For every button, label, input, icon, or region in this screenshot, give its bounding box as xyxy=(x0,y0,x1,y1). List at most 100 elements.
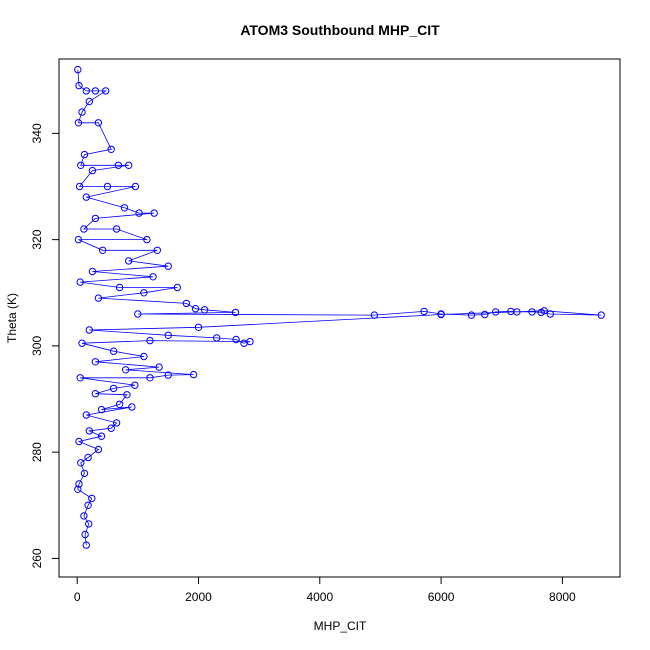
data-point xyxy=(546,310,554,318)
data-point xyxy=(597,311,605,319)
data-point xyxy=(150,209,158,217)
data-point xyxy=(85,427,94,435)
data-point xyxy=(467,311,476,319)
data-point xyxy=(91,214,100,223)
y-tick-label: 260 xyxy=(30,548,44,568)
data-point xyxy=(107,424,115,432)
data-point xyxy=(76,278,84,286)
data-point xyxy=(91,358,100,366)
data-point xyxy=(84,501,92,509)
data-point xyxy=(125,257,133,265)
data-point xyxy=(85,97,94,106)
data-point xyxy=(82,411,91,419)
data-point xyxy=(420,307,428,316)
data-point xyxy=(135,209,143,217)
data-point xyxy=(112,419,121,427)
data-point xyxy=(88,267,97,276)
data-point xyxy=(370,311,379,319)
data-point xyxy=(88,166,97,175)
data-point xyxy=(74,119,83,127)
data-point xyxy=(85,326,94,334)
data-point xyxy=(80,150,89,159)
data-point xyxy=(437,310,445,319)
data-point xyxy=(85,520,93,528)
data-point xyxy=(213,334,221,342)
data-point xyxy=(109,347,118,355)
data-point xyxy=(125,161,133,170)
data-point xyxy=(492,308,500,316)
data-point xyxy=(80,512,88,520)
data-point xyxy=(155,363,163,371)
data-point xyxy=(194,323,203,331)
data-point xyxy=(146,374,154,382)
y-tick-label: 300 xyxy=(30,336,44,356)
data-point xyxy=(102,87,110,95)
data-point xyxy=(75,437,83,446)
data-point xyxy=(513,308,521,316)
data-point xyxy=(107,145,115,154)
data-point xyxy=(112,225,121,233)
data-point xyxy=(74,235,83,244)
data-point xyxy=(131,182,140,191)
y-tick-label: 280 xyxy=(30,442,44,462)
data-point xyxy=(164,262,172,270)
series-line xyxy=(77,69,602,546)
x-tick-label: 4000 xyxy=(306,590,333,604)
data-point xyxy=(99,246,107,255)
data-point xyxy=(140,352,148,361)
data-point xyxy=(182,299,191,308)
x-tick-label: 0 xyxy=(74,590,81,604)
data-point xyxy=(189,370,198,379)
data-point xyxy=(94,294,103,302)
data-point xyxy=(94,445,103,454)
data-point xyxy=(120,204,129,212)
data-point xyxy=(80,469,89,478)
data-point xyxy=(81,530,89,539)
data-point xyxy=(114,161,123,170)
data-point xyxy=(528,308,536,316)
data-point xyxy=(128,403,136,411)
data-point xyxy=(164,371,172,379)
data-point xyxy=(75,480,83,488)
data-point xyxy=(115,400,124,408)
x-tick-label: 2000 xyxy=(185,590,212,604)
data-point xyxy=(91,87,100,95)
y-axis-label: Theta (K) xyxy=(5,293,19,343)
data-point xyxy=(88,494,96,503)
data-point xyxy=(200,306,209,314)
data-point xyxy=(80,225,88,233)
data-point xyxy=(82,541,91,549)
y-tick-label: 340 xyxy=(30,123,44,143)
data-point xyxy=(78,339,86,347)
data-point xyxy=(75,81,83,90)
data-point xyxy=(103,182,112,191)
data-point xyxy=(97,432,106,440)
data-point xyxy=(74,65,82,74)
data-point xyxy=(481,310,489,319)
data-point xyxy=(140,289,148,297)
data-point xyxy=(77,459,85,467)
data-point xyxy=(76,374,84,382)
data-point xyxy=(134,310,142,318)
data-point xyxy=(246,337,254,346)
data-point xyxy=(91,390,100,398)
data-point xyxy=(75,182,84,191)
data-point xyxy=(164,331,172,339)
data-point xyxy=(231,308,240,317)
y-tick-label: 320 xyxy=(30,229,44,249)
data-point xyxy=(173,283,182,292)
data-point xyxy=(122,366,130,374)
y-axis: 260 280 300 320 340 xyxy=(30,123,60,568)
x-tick-label: 8000 xyxy=(549,590,576,604)
data-point xyxy=(109,384,118,393)
plot-frame xyxy=(58,58,621,578)
data-point xyxy=(115,283,124,292)
data-point xyxy=(82,193,91,201)
chart-title: ATOM3 Southbound MHP_CIT xyxy=(240,22,440,38)
data-point xyxy=(146,336,154,345)
data-point xyxy=(123,391,131,399)
data-point xyxy=(540,307,548,315)
x-tick-label: 6000 xyxy=(428,590,455,604)
x-axis: 0 2000 4000 6000 8000 xyxy=(74,576,576,604)
